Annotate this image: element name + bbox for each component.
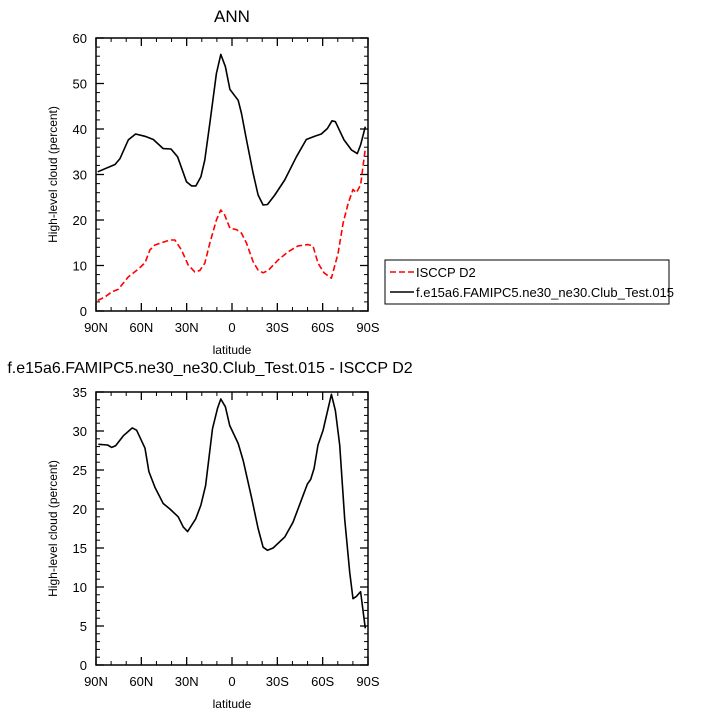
y-tick-label: 25 xyxy=(73,463,87,478)
series-line-model xyxy=(97,53,367,206)
chart-panel-2: f.e15a6.FAMIPC5.ne30_ne30.Club_Test.015 … xyxy=(7,360,412,711)
chart-panel-1: ANN 90N 60N 30N 0 30S 60S 90S 0 10 20 30 40 50 60 latit… xyxy=(46,7,674,357)
y-tick-label: 10 xyxy=(73,580,87,595)
y-axis-label: High-level cloud (percent) xyxy=(46,460,60,597)
legend: ISCCP D2 f.e15a6.FAMIPC5.ne30_ne30.Club_T… xyxy=(384,259,674,305)
series-line-difference xyxy=(98,393,367,629)
series-line-isccp-d2 xyxy=(97,148,367,302)
x-tick-label: 60N xyxy=(129,320,153,335)
x-axis-label: latitude xyxy=(213,343,252,357)
x-tick-label: 90S xyxy=(356,320,379,335)
x-axis-label: latitude xyxy=(213,697,252,711)
y-tick-label: 20 xyxy=(73,213,87,228)
y-tick-label: 20 xyxy=(73,502,87,517)
x-tick-label: 60S xyxy=(311,320,334,335)
x-tick-label: 30N xyxy=(175,320,199,335)
x-tick-label: 90N xyxy=(84,674,108,689)
y-axis-label: High-level cloud (percent) xyxy=(46,106,60,243)
x-tick-label: 60N xyxy=(129,674,153,689)
plot-frame xyxy=(95,37,369,312)
y-tick-label: 35 xyxy=(73,385,87,400)
x-tick-label: 90S xyxy=(356,674,379,689)
y-tick-label: 5 xyxy=(80,619,87,634)
x-tick-label: 0 xyxy=(228,674,235,689)
x-tick-label: 30S xyxy=(266,674,289,689)
y-tick-label: 0 xyxy=(80,658,87,673)
x-tick-label: 30S xyxy=(266,320,289,335)
y-tick-label: 30 xyxy=(73,424,87,439)
y-tick-label: 15 xyxy=(73,541,87,556)
y-tick-label: 30 xyxy=(73,168,87,183)
plot-frame xyxy=(95,391,369,666)
y-tick-label: 60 xyxy=(73,31,87,46)
x-tick-label: 90N xyxy=(84,320,108,335)
x-tick-label: 30N xyxy=(175,674,199,689)
legend-label: ISCCP D2 xyxy=(416,265,476,280)
y-tick-label: 40 xyxy=(73,122,87,137)
y-tick-label: 50 xyxy=(73,77,87,92)
x-tick-label: 0 xyxy=(228,320,235,335)
chart-title: f.e15a6.FAMIPC5.ne30_ne30.Club_Test.015 … xyxy=(7,360,412,377)
legend-label: f.e15a6.FAMIPC5.ne30_ne30.Club_Test.015 xyxy=(416,285,674,300)
y-tick-label: 0 xyxy=(80,304,87,319)
x-tick-label: 60S xyxy=(311,674,334,689)
legend-box xyxy=(384,259,670,305)
chart-title: ANN xyxy=(214,7,250,26)
y-tick-label: 10 xyxy=(73,259,87,274)
